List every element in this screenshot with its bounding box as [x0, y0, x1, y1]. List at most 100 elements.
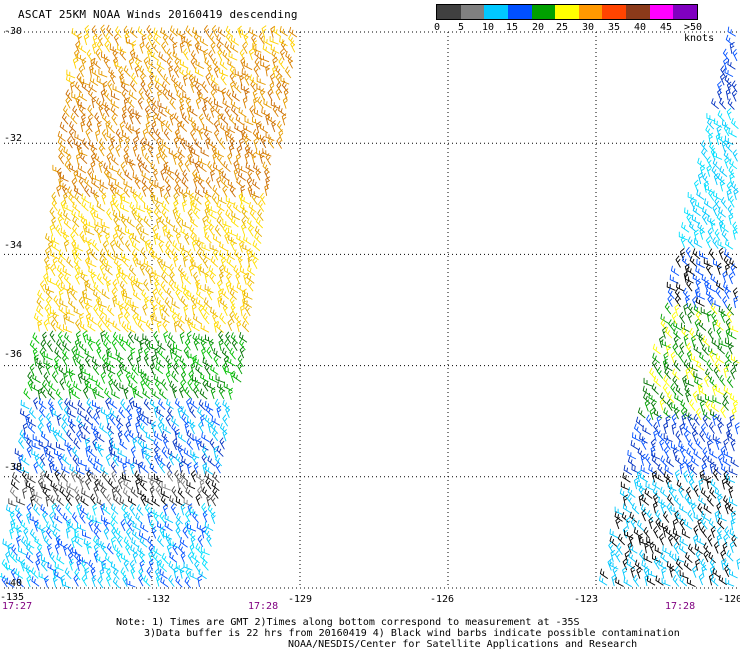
wind-barb	[125, 456, 135, 467]
wind-barb	[256, 148, 265, 158]
wind-barb	[140, 80, 147, 93]
wind-barb	[625, 516, 631, 530]
wind-barb	[146, 207, 153, 220]
wind-barb	[26, 445, 32, 458]
wind-barb	[724, 156, 730, 169]
wind-barb	[172, 225, 181, 236]
wind-barb	[720, 406, 726, 419]
wind-barb	[82, 292, 92, 301]
wind-barb	[189, 106, 198, 117]
wind-barb	[229, 80, 235, 93]
wind-barb	[79, 476, 85, 490]
wind-barb	[692, 248, 701, 260]
wind-barb	[112, 84, 122, 94]
wind-barb	[190, 216, 198, 228]
wind-barb	[681, 413, 687, 426]
wind-barb	[121, 255, 129, 268]
wind-barb	[45, 263, 51, 276]
wind-barb	[199, 36, 209, 47]
wind-barb	[89, 75, 99, 86]
wind-barb	[141, 184, 147, 197]
wind-barb	[235, 153, 241, 166]
wind-barb	[82, 330, 88, 343]
wind-barb	[621, 512, 630, 524]
wind-barb	[151, 41, 159, 54]
wind-barb	[171, 312, 177, 325]
wind-barb	[14, 504, 23, 516]
wind-barb	[282, 96, 288, 109]
wind-barb	[106, 208, 113, 221]
wind-barb	[149, 362, 155, 375]
wind-barb	[74, 272, 80, 285]
wind-barb	[712, 469, 719, 482]
wind-barb	[201, 526, 207, 539]
wind-barb	[62, 266, 72, 276]
wind-barb	[246, 248, 252, 261]
wind-barb	[161, 552, 169, 565]
wind-barb	[126, 216, 135, 228]
wind-barb	[694, 199, 704, 210]
wind-barb	[119, 496, 128, 507]
wind-barb	[722, 495, 731, 507]
wind-barb	[140, 378, 146, 392]
wind-barb	[60, 282, 70, 292]
wind-barb	[179, 355, 188, 367]
wind-barb	[195, 59, 205, 70]
wind-barb	[183, 447, 193, 458]
wind-barb	[100, 371, 106, 384]
wind-barb	[84, 348, 93, 359]
wind-barb	[57, 208, 65, 221]
wind-barb	[698, 334, 704, 347]
wind-barb	[158, 51, 167, 63]
wind-barb	[49, 330, 56, 343]
wind-barb	[142, 127, 148, 141]
wind-barb	[57, 430, 66, 441]
wind-barb	[170, 503, 177, 516]
legend-swatch-5	[555, 5, 579, 19]
wind-barb	[137, 431, 146, 443]
wind-barb	[147, 81, 153, 94]
wind-barb	[134, 57, 142, 70]
wind-barb	[181, 413, 188, 426]
wind-barb	[213, 354, 219, 367]
wind-barb	[56, 339, 63, 351]
wind-barb	[721, 119, 731, 130]
wind-barb	[178, 385, 184, 399]
wind-barb	[66, 366, 76, 376]
wind-barb	[166, 48, 173, 61]
wind-barb	[183, 346, 190, 359]
wind-barb	[98, 68, 108, 78]
wind-barb	[165, 226, 174, 237]
wind-barb	[278, 105, 287, 116]
wind-barb	[683, 470, 689, 483]
wind-barb	[45, 287, 53, 300]
wind-barb	[54, 542, 60, 555]
wind-barb	[709, 350, 715, 363]
wind-barb	[117, 44, 127, 54]
wind-barb	[10, 568, 16, 581]
wind-barb	[229, 282, 239, 293]
wind-barb	[225, 280, 231, 293]
wind-barb	[158, 106, 167, 117]
wind-barb	[646, 536, 656, 546]
wind-barb	[127, 413, 133, 427]
wind-barb	[151, 120, 157, 134]
wind-barb	[125, 36, 135, 46]
wind-barb	[86, 542, 92, 555]
wind-barb	[138, 530, 148, 541]
wind-barb	[8, 498, 18, 507]
wind-barb	[724, 526, 731, 539]
wind-barb	[66, 74, 75, 85]
wind-barb	[93, 550, 99, 563]
wind-barb	[661, 577, 671, 587]
wind-barb	[157, 454, 166, 466]
wind-barb	[688, 478, 694, 491]
wind-barb	[149, 296, 156, 309]
wind-barb	[55, 388, 63, 401]
wind-barb	[252, 240, 261, 252]
wind-barb	[220, 113, 229, 125]
wind-barb	[189, 406, 196, 418]
wind-barb	[92, 289, 102, 300]
wind-barb	[202, 104, 208, 118]
wind-barb	[141, 289, 149, 301]
